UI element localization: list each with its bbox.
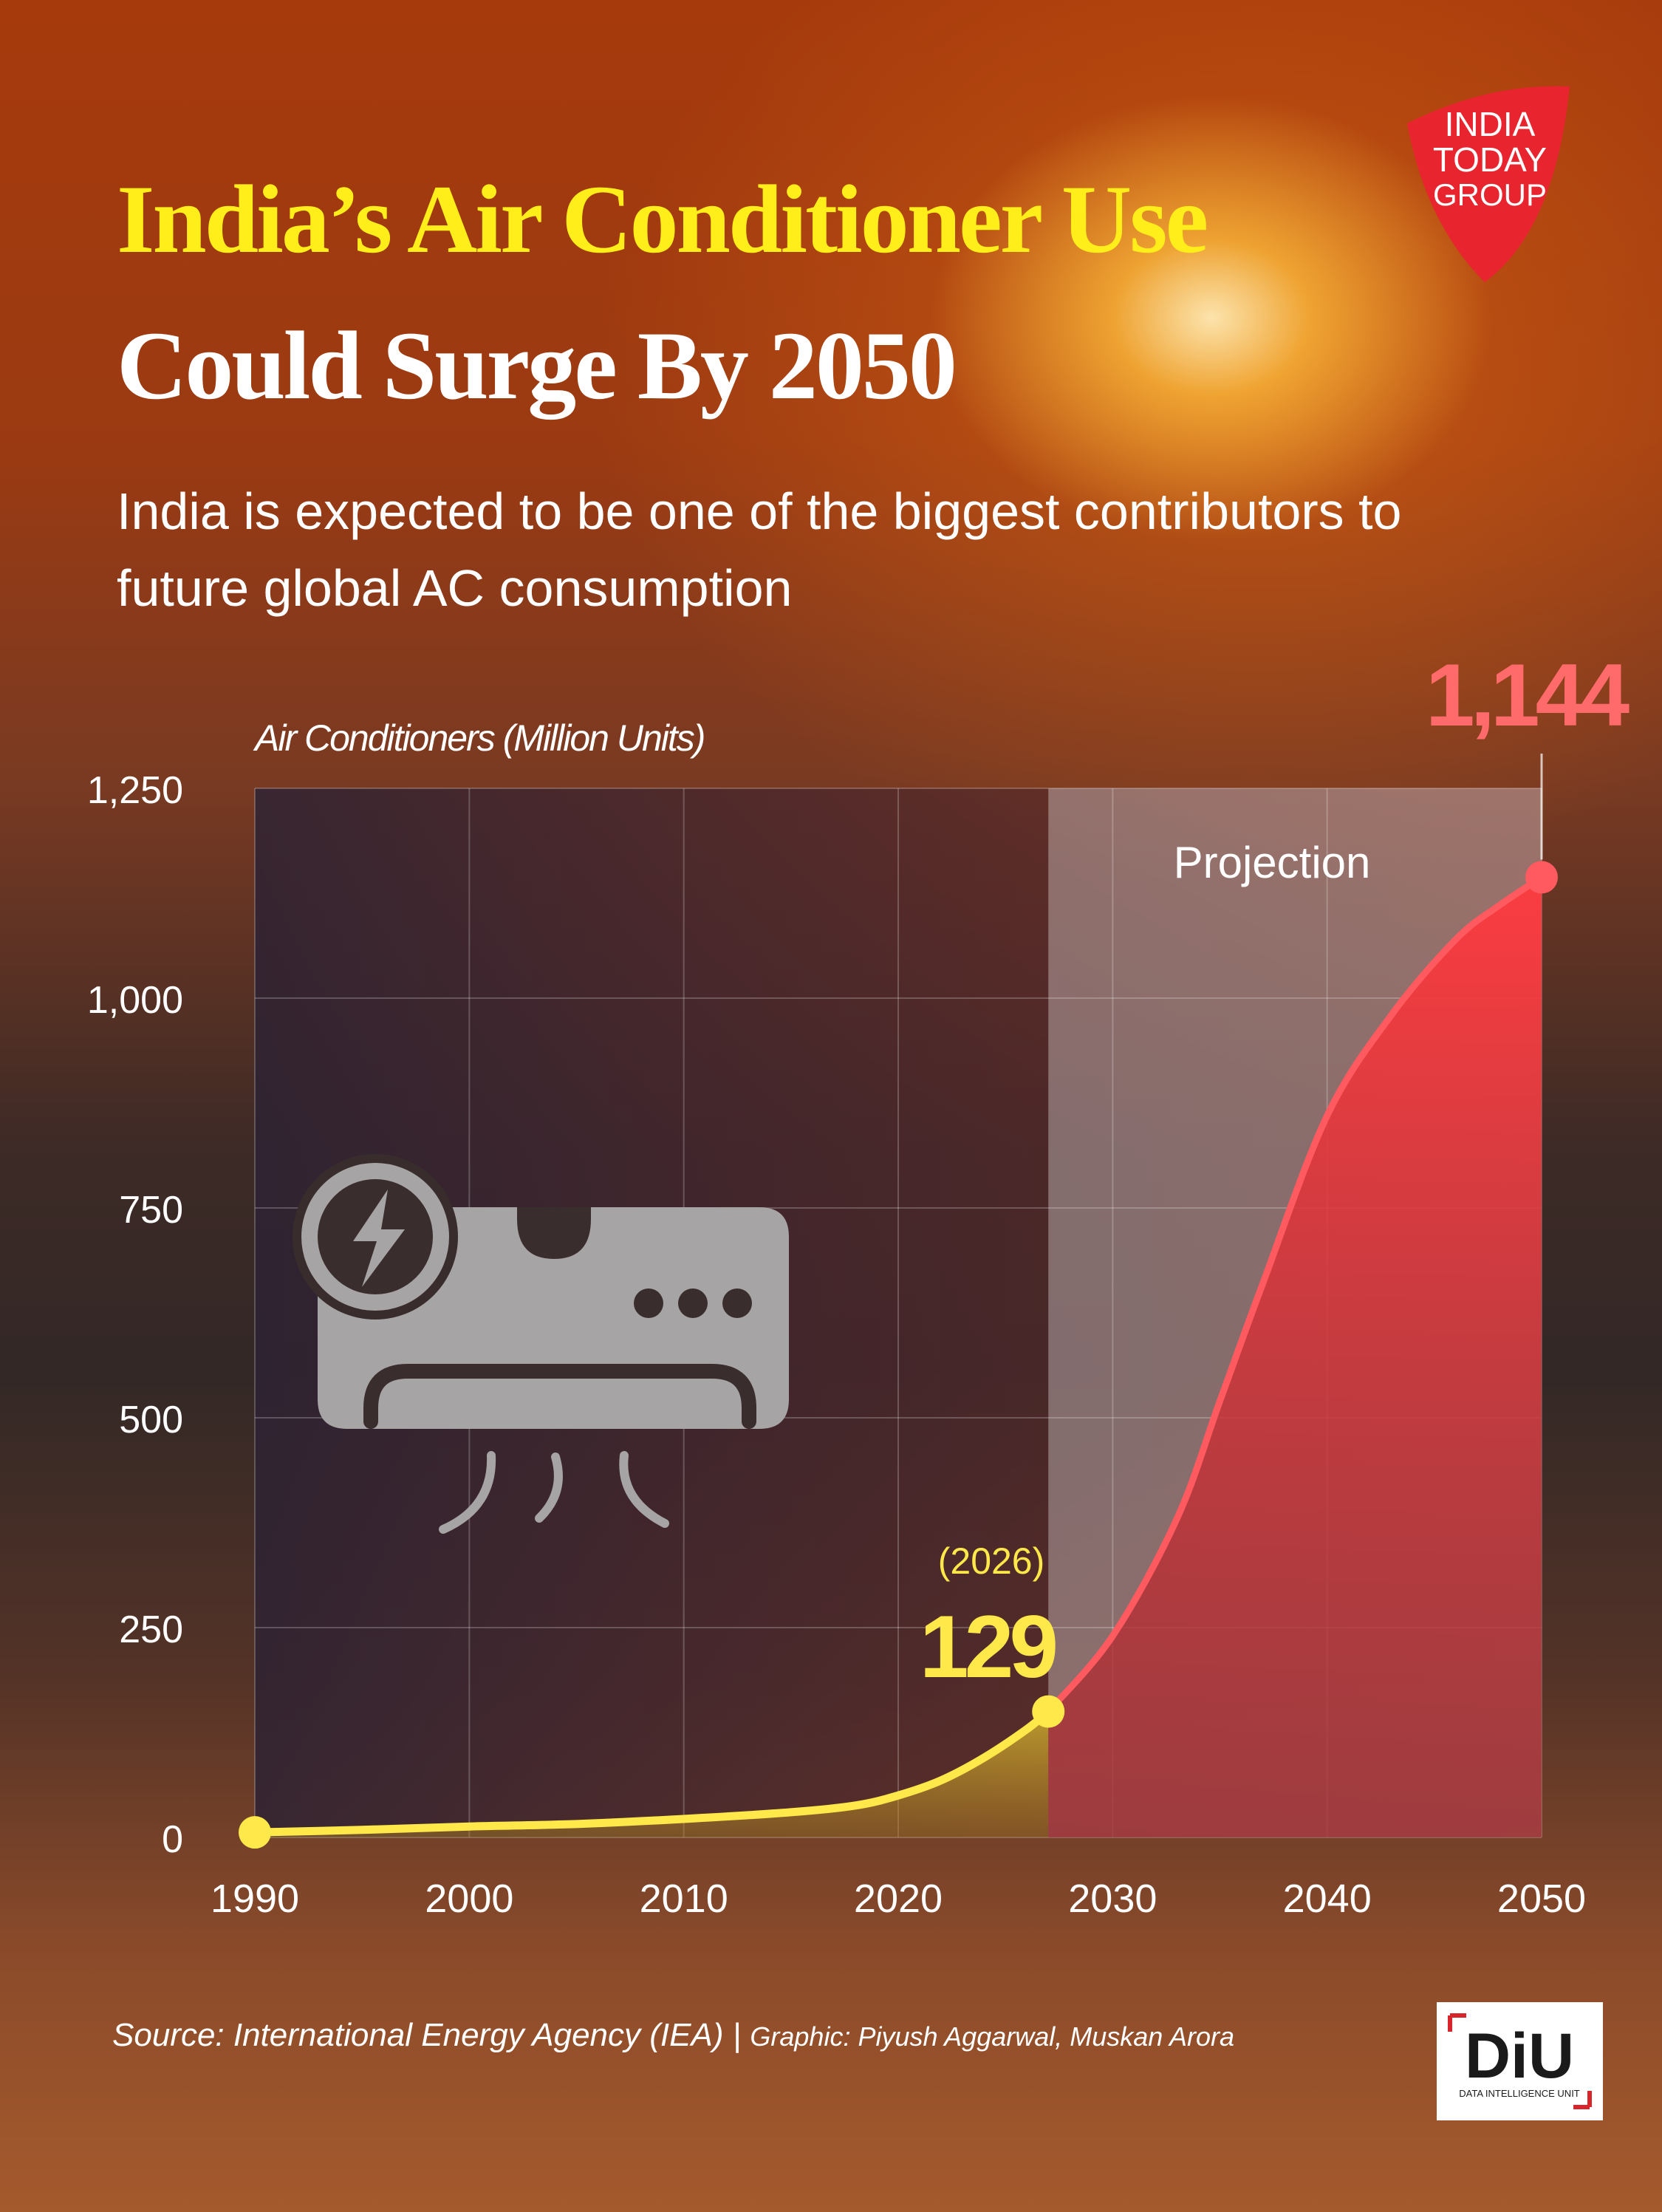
diu-caption: DATA INTELLIGENCE UNIT (1459, 2088, 1580, 2099)
subtitle: India is expected to be one of the bigge… (117, 482, 1402, 617)
source-text: Source: International Energy Agency (IEA… (112, 2017, 724, 2053)
source-credit: Source: International Energy Agency (IEA… (112, 2017, 1234, 2054)
y-axis-label: Air Conditioners (Million Units) (253, 717, 704, 759)
historical-series-line (250, 1707, 1053, 1837)
projection-series-line (1044, 873, 1545, 1716)
logo-line-group: GROUP (1433, 177, 1547, 212)
air-conditioner-icon (293, 1154, 789, 1534)
x-tick-label: 2010 (640, 1877, 728, 1921)
x-tick-label: 2000 (425, 1877, 513, 1921)
x-tick-label: 2050 (1497, 1877, 1586, 1921)
historical-area (255, 1711, 1049, 1837)
logo-line-today: TODAY (1433, 140, 1547, 179)
title-line-1: India’s Air Conditioner Use (117, 165, 1208, 273)
y-tick-label: 1,000 (87, 979, 183, 1022)
projection-label: Projection (1174, 838, 1371, 887)
point-1990 (239, 1816, 271, 1849)
india-today-group-logo: INDIA TODAY GROUP (1407, 86, 1570, 283)
lightning-bolt-icon (353, 1189, 405, 1287)
y-tick-label: 0 (162, 1818, 183, 1861)
logo-line-india: INDIA (1445, 105, 1536, 143)
callout-2050-value: 1,144 (1426, 646, 1630, 745)
callout-2026-year: (2026) (938, 1540, 1045, 1582)
graphic-credit: Graphic: Piyush Aggarwal, Muskan Arora (750, 2021, 1235, 2052)
grid-lines (254, 788, 1542, 1838)
y-tick-label: 750 (119, 1189, 183, 1232)
y-tick-label: 250 (119, 1608, 183, 1651)
source-separator: | (732, 2017, 742, 2053)
point-2026 (1032, 1695, 1065, 1728)
projection-area (1048, 877, 1542, 1837)
point-2050 (1525, 861, 1558, 894)
diu-mark: DiU (1465, 2021, 1574, 2092)
diu-logo: DiU DATA INTELLIGENCE UNIT (1437, 2002, 1603, 2120)
title-line-2: Could Surge By 2050 (117, 311, 957, 420)
x-tick-label: 2030 (1068, 1877, 1157, 1921)
x-tick-label: 1990 (211, 1877, 299, 1921)
y-tick-label: 1,250 (87, 769, 183, 812)
x-tick-label: 2020 (854, 1877, 943, 1921)
y-tick-label: 500 (119, 1399, 183, 1441)
x-tick-label: 2040 (1283, 1877, 1372, 1921)
callout-2026-value: 129 (920, 1597, 1056, 1696)
